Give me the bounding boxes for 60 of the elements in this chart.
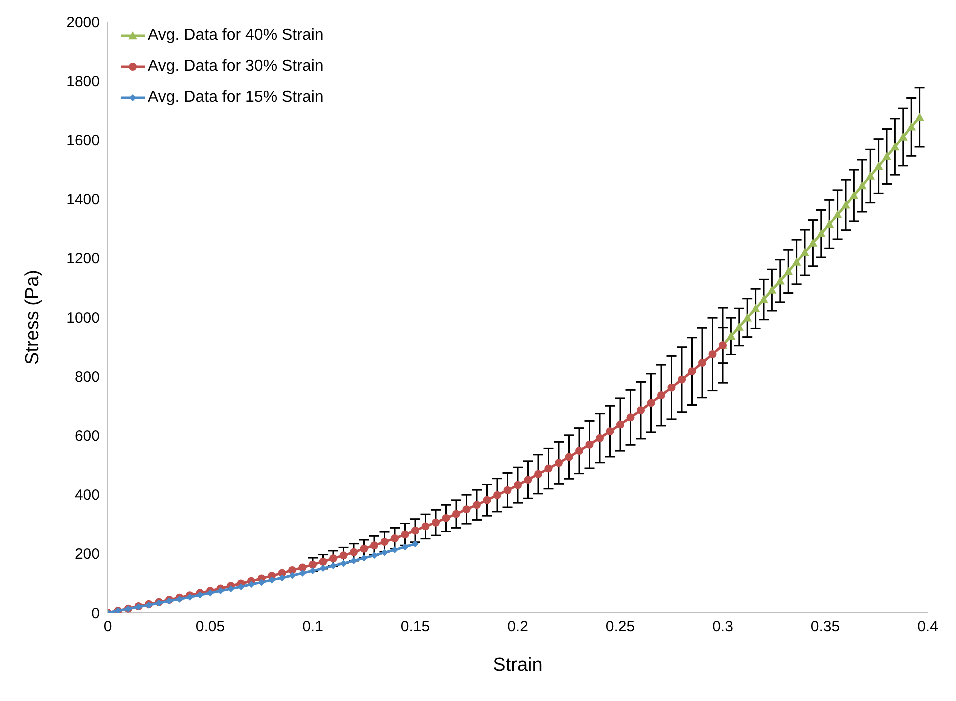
x-tick-label: 0.35: [810, 618, 840, 636]
y-tick-label: 1400: [66, 192, 100, 209]
x-tick-label: 0: [104, 618, 112, 636]
x-tick-label: 0.25: [606, 618, 636, 636]
y-tick-label: 600: [74, 428, 100, 446]
y-tick-label: 200: [74, 546, 100, 564]
y-axis-title: Stress (Pa): [22, 270, 44, 366]
point: [768, 286, 777, 294]
x-tick-label: 0.3: [712, 618, 734, 636]
point: [833, 210, 842, 219]
point: [196, 592, 204, 599]
y-tick-label: 1600: [66, 132, 100, 150]
point: [248, 581, 255, 588]
x-tick-label: 0.2: [508, 618, 528, 636]
point: [776, 276, 785, 285]
point: [808, 238, 818, 247]
y-tick-label: 2000: [66, 14, 100, 32]
point: [726, 332, 736, 340]
point: [743, 314, 752, 322]
point: [898, 132, 908, 141]
y-tick-label: 800: [74, 368, 100, 386]
point: [258, 579, 266, 586]
point: [760, 295, 768, 304]
y-tick-label: 1000: [66, 310, 100, 327]
point: [890, 142, 900, 151]
point: [915, 112, 924, 122]
point: [825, 220, 834, 228]
point: [784, 267, 794, 276]
x-tick-label: 0.1: [302, 618, 324, 636]
y-tick-label: 1200: [66, 250, 100, 268]
point: [278, 574, 286, 582]
point: [238, 583, 245, 590]
point: [299, 570, 306, 577]
point: [800, 248, 810, 256]
point: [882, 152, 892, 160]
legend-label: Avg. Data for 30% Strain: [148, 57, 324, 77]
point: [866, 172, 876, 180]
point: [228, 586, 234, 593]
point: [207, 590, 214, 597]
point: [792, 258, 802, 266]
point: [874, 162, 884, 170]
x-tick-label: 0.15: [400, 618, 430, 636]
point: [842, 200, 850, 209]
point: [751, 304, 760, 313]
point: [907, 122, 916, 131]
point: [217, 588, 224, 595]
point: [850, 191, 859, 200]
point: [734, 322, 744, 331]
y-tick-label: 0: [92, 605, 100, 622]
point: [268, 576, 276, 584]
point: [289, 572, 296, 580]
x-axis-title: Strain: [493, 655, 543, 676]
point: [858, 182, 867, 190]
y-tick-label: 400: [74, 487, 100, 504]
point: [816, 229, 826, 238]
x-tick-label: 0.4: [918, 618, 938, 636]
y-tick-label: 1800: [66, 73, 100, 90]
legend-label: Avg. Data for 15% Strain: [148, 88, 324, 108]
legend-label: Avg. Data for 40% Strain: [148, 26, 324, 46]
x-tick-label: 0.05: [196, 618, 226, 636]
